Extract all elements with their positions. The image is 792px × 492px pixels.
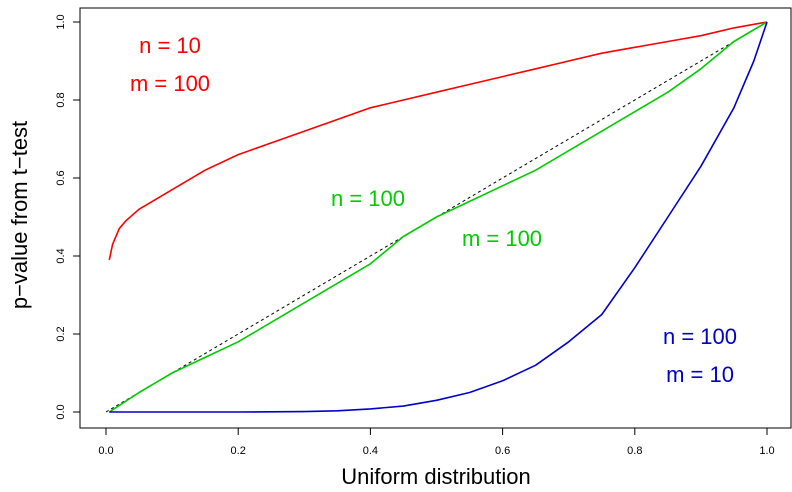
series-line-1 — [108, 21, 768, 413]
reference-line-layer — [105, 21, 768, 413]
annotation-red-line-2: m = 100 — [130, 71, 210, 96]
plot-frame — [79, 7, 792, 429]
series-line-2 — [109, 21, 768, 413]
y-axis: 0.0 0.2 0.4 0.6 0.8 1.0 — [55, 14, 80, 420]
annotation-blue-line-1: n = 100 — [663, 324, 737, 349]
reference-diagonal-line — [105, 21, 768, 413]
x-tick-label: 0.4 — [363, 445, 378, 457]
annotation-blue-line-2: m = 10 — [666, 362, 734, 387]
series-line-0 — [108, 21, 768, 261]
x-tick-label: 0.0 — [98, 445, 113, 457]
x-tick-label: 0.2 — [231, 445, 246, 457]
x-axis-title: Uniform distribution — [341, 464, 531, 489]
y-tick-label: 0.4 — [55, 248, 67, 263]
x-tick-label: 0.8 — [627, 445, 642, 457]
x-axis: 0.0 0.2 0.4 0.6 0.8 1.0 — [98, 428, 775, 457]
y-tick-label: 0.2 — [55, 326, 67, 341]
x-tick-label: 0.6 — [495, 445, 510, 457]
y-tick-label: 0.0 — [55, 404, 67, 419]
annotation-green-line-1: n = 100 — [331, 186, 405, 211]
y-tick-label: 0.6 — [55, 170, 67, 185]
plot-area — [79, 7, 792, 429]
annotation-green-line-2: m = 100 — [462, 226, 542, 251]
y-tick-label: 1.0 — [55, 14, 67, 29]
y-tick-label: 0.8 — [55, 92, 67, 107]
series-layer — [108, 21, 768, 413]
annotation-red-line-1: n = 10 — [139, 33, 201, 58]
x-tick-label: 1.0 — [759, 445, 774, 457]
y-axis-title: p−value from t−test — [7, 121, 32, 309]
